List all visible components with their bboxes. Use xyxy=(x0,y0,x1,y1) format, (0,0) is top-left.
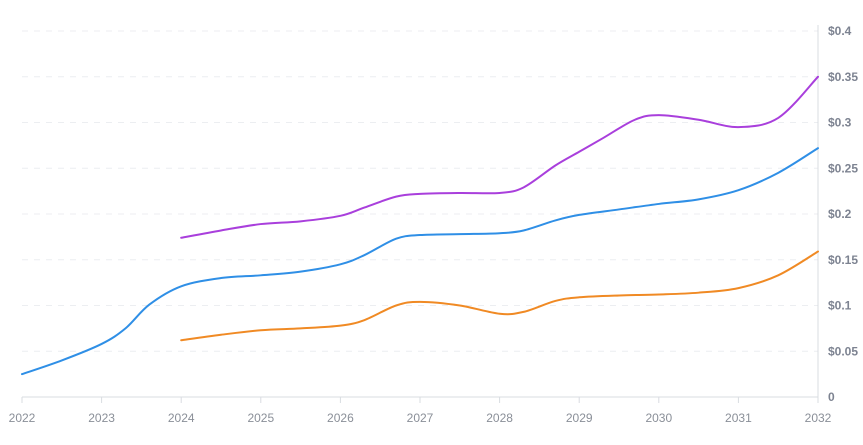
series-line-1 xyxy=(180,75,819,239)
y-tick-label: $0.3 xyxy=(828,116,852,130)
x-tick-label: 2031 xyxy=(725,411,752,425)
y-tick-label: $0.1 xyxy=(828,299,852,313)
series-line-3 xyxy=(180,250,819,342)
y-tick-label: $0.35 xyxy=(828,70,858,84)
y-tick-label: $0.4 xyxy=(828,24,852,38)
x-tick-label: 2025 xyxy=(247,411,274,425)
x-axis-ticks: 2022 2023 2024 2025 2026 2027 2028 2029 2030 2031… xyxy=(9,397,832,425)
x-tick-label: 2032 xyxy=(805,411,832,425)
x-tick-label: 2026 xyxy=(327,411,354,425)
x-tick-label: 2023 xyxy=(88,411,115,425)
y-tick-label: 0 xyxy=(828,390,835,404)
y-tick-label: $0.2 xyxy=(828,207,852,221)
x-tick-label: 2024 xyxy=(168,411,195,425)
series-line-2 xyxy=(21,147,819,376)
x-tick-label: 2022 xyxy=(9,411,36,425)
y-axis-ticks: 0 $0.05 $0.1 $0.15 $0.2 $0.25 $0.3 $0.35 $0.4 xyxy=(828,24,858,404)
x-tick-label: 2028 xyxy=(486,411,513,425)
x-tick-label: 2027 xyxy=(407,411,434,425)
y-tick-label: $0.25 xyxy=(828,161,858,175)
y-tick-label: $0.15 xyxy=(828,253,858,267)
x-tick-label: 2030 xyxy=(645,411,672,425)
x-tick-label: 2029 xyxy=(566,411,593,425)
y-tick-label: $0.05 xyxy=(828,344,858,358)
gridlines xyxy=(22,30,818,352)
series-lines xyxy=(21,75,819,376)
